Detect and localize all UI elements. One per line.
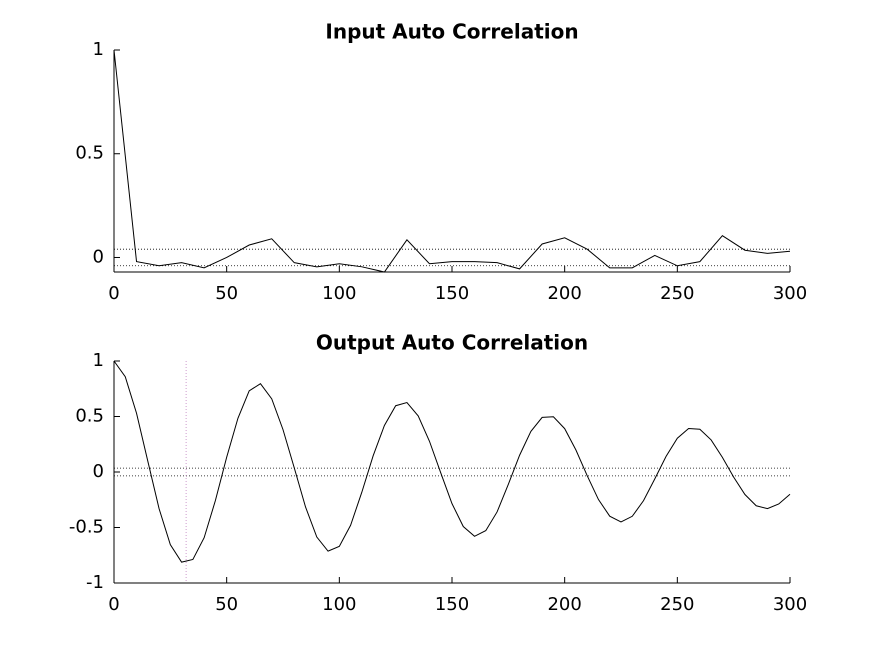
y-tick-label: -0.5 [69,517,104,538]
data-line [113,49,791,273]
x-tick-label: 150 [435,594,469,615]
x-tick-label: 250 [660,283,694,304]
chart-title: Output Auto Correlation [316,331,588,355]
x-tick-label: 200 [547,594,581,615]
x-tick-label: 200 [547,283,581,304]
y-tick-label: -1 [86,572,104,593]
data-line [113,360,791,563]
x-tick-label: 100 [322,594,356,615]
y-tick-label: 0 [93,461,104,482]
x-tick-label: 300 [773,283,807,304]
y-tick-label: 1 [93,39,104,60]
y-tick-label: 0.5 [75,143,104,164]
x-tick-label: 250 [660,594,694,615]
y-tick-label: 0 [93,246,104,267]
x-tick-label: 50 [215,283,238,304]
x-tick-label: 300 [773,594,807,615]
x-tick-label: 150 [435,283,469,304]
x-tick-label: 50 [215,594,238,615]
y-tick-label: 0.5 [75,406,104,427]
x-tick-label: 100 [322,283,356,304]
chart-title: Input Auto Correlation [325,20,578,44]
x-tick-label: 0 [108,283,119,304]
x-tick-label: 0 [108,594,119,615]
y-tick-label: 1 [93,350,104,371]
